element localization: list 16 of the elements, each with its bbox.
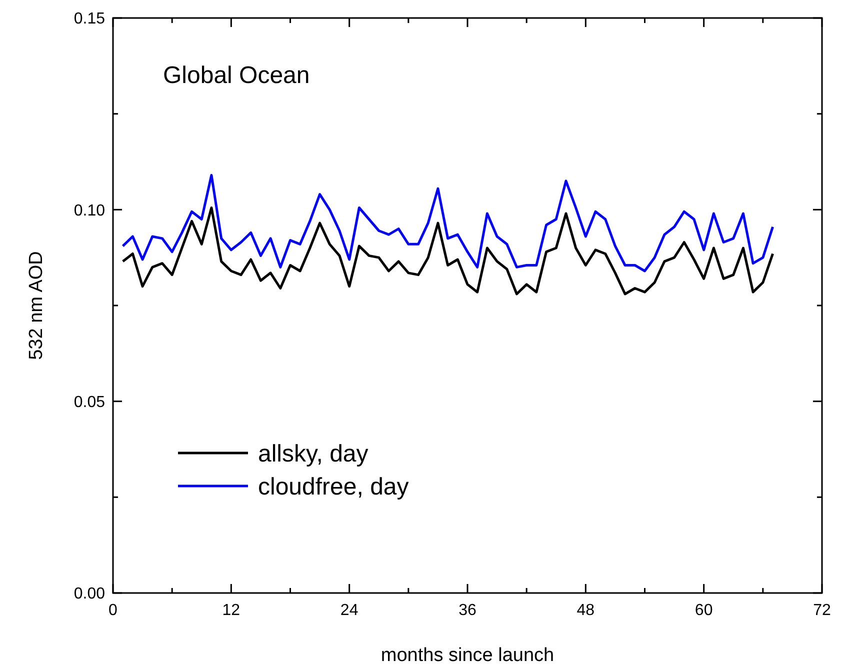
x-tick-label: 12	[222, 602, 240, 619]
text: Global Ocean	[163, 62, 310, 89]
y-tick-label: 0.00	[74, 586, 106, 603]
y-axis-title: 532 nm AOD	[26, 251, 47, 360]
legend-label: cloudfree, day	[258, 473, 409, 500]
legend-label: allsky, day	[258, 440, 368, 468]
y-tick-label: 0.15	[74, 10, 106, 28]
x-tick-label: 0	[108, 602, 118, 619]
x-tick-label: 24	[340, 602, 358, 619]
x-tick-label: 36	[458, 602, 476, 619]
y-tick-label: 0.05	[74, 394, 106, 411]
x-tick-label: 72	[813, 602, 831, 619]
x-axis-title: months since launch	[380, 645, 554, 666]
x-tick-label: 48	[576, 602, 595, 619]
x-tick-label: 60	[694, 602, 713, 619]
y-tick-label: 0.10	[74, 202, 106, 220]
